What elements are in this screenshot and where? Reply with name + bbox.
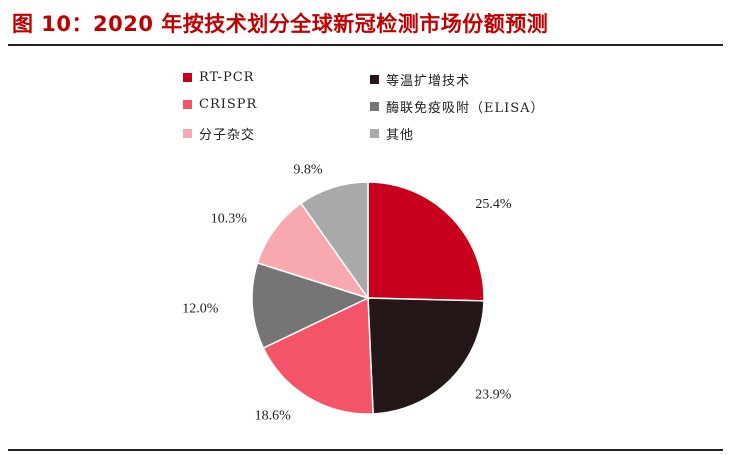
data-label-other: 9.8%	[293, 162, 323, 177]
legend-swatch-elisa	[370, 102, 379, 111]
legend-label-other: 其他	[386, 128, 415, 143]
pie-slice-elisa	[251, 261, 371, 350]
legend-item-crispr: CRISPR	[183, 97, 257, 112]
pie-slice-crispr	[262, 296, 374, 415]
pie-slice-hybridization	[256, 202, 370, 300]
legend-item-isothermal: 等温扩增技术	[370, 70, 470, 89]
top-rule	[8, 44, 723, 46]
legend-label-crispr: CRISPR	[199, 97, 258, 112]
legend-item-rt-pcr: RT-PCR	[183, 70, 254, 85]
legend-label-elisa: 酶联免疫吸附（ELISA）	[386, 101, 545, 116]
figure-title: 图 10：2020 年按技术划分全球新冠检测市场份额预测	[12, 12, 549, 36]
data-label-elisa: 12.0%	[182, 301, 219, 316]
chart-legend: RT-PCR 等温扩增技术 CRISPR 酶联免疫吸附（ELISA） 分子杂交 …	[0, 0, 729, 160]
data-label-crispr: 18.6%	[255, 409, 292, 424]
pie-slice-rt-pcr	[367, 181, 485, 302]
pie-slice-other	[299, 181, 369, 301]
data-label-hybridization: 10.3%	[211, 212, 248, 227]
data-label-isothermal: 23.9%	[475, 387, 512, 402]
legend-item-hybridization: 分子杂交	[183, 124, 255, 143]
legend-label-isothermal: 等温扩增技术	[386, 74, 471, 89]
legend-swatch-isothermal	[370, 75, 379, 84]
pie-slice-isothermal	[367, 297, 485, 415]
legend-label-hybridization: 分子杂交	[199, 128, 256, 143]
legend-swatch-crispr	[183, 100, 192, 109]
legend-item-other: 其他	[370, 124, 414, 143]
legend-item-elisa: 酶联免疫吸附（ELISA）	[370, 97, 545, 116]
bottom-rule	[8, 449, 723, 451]
legend-swatch-other	[370, 129, 379, 138]
legend-swatch-rt-pcr	[183, 73, 192, 82]
data-label-rt-pcr: 25.4%	[475, 197, 512, 212]
legend-label-rt-pcr: RT-PCR	[199, 70, 255, 85]
legend-swatch-hybridization	[183, 129, 192, 138]
